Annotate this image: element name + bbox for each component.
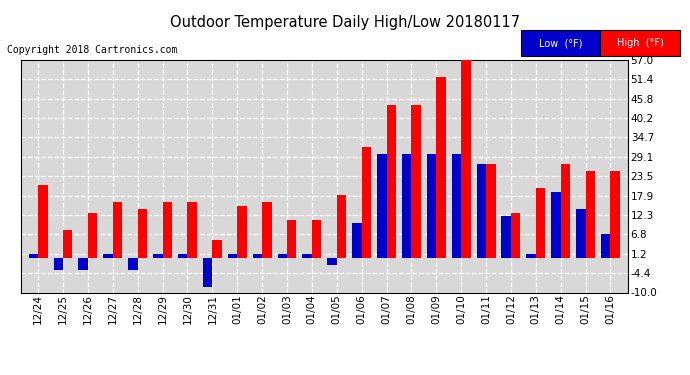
Bar bbox=[188, 202, 197, 258]
Bar bbox=[601, 234, 611, 258]
Bar bbox=[128, 258, 138, 270]
Bar bbox=[427, 154, 436, 258]
Bar bbox=[611, 171, 620, 258]
Bar bbox=[576, 209, 586, 258]
Bar bbox=[436, 77, 446, 258]
Bar bbox=[486, 164, 495, 258]
Bar bbox=[352, 223, 362, 258]
Bar bbox=[112, 202, 122, 258]
Text: High  (°F): High (°F) bbox=[617, 38, 663, 48]
Bar bbox=[54, 258, 63, 270]
Bar bbox=[153, 254, 163, 258]
Text: Outdoor Temperature Daily High/Low 20180117: Outdoor Temperature Daily High/Low 20180… bbox=[170, 15, 520, 30]
Bar bbox=[452, 154, 461, 258]
Bar bbox=[178, 254, 188, 258]
Bar bbox=[402, 154, 411, 258]
Bar bbox=[511, 213, 520, 258]
Bar bbox=[327, 258, 337, 265]
Bar bbox=[411, 105, 421, 258]
Bar bbox=[386, 105, 396, 258]
Bar bbox=[163, 202, 172, 258]
Bar bbox=[228, 254, 237, 258]
Bar bbox=[526, 254, 536, 258]
Text: Copyright 2018 Cartronics.com: Copyright 2018 Cartronics.com bbox=[7, 45, 177, 55]
Bar bbox=[262, 202, 272, 258]
Bar bbox=[461, 60, 471, 258]
Bar bbox=[79, 258, 88, 270]
Bar bbox=[38, 185, 48, 258]
Bar bbox=[551, 192, 561, 258]
Bar bbox=[277, 254, 287, 258]
Bar bbox=[377, 154, 386, 258]
Text: Low  (°F): Low (°F) bbox=[539, 38, 582, 48]
Bar bbox=[362, 147, 371, 258]
Bar bbox=[586, 171, 595, 258]
Bar bbox=[477, 164, 486, 258]
Bar bbox=[237, 206, 246, 258]
Bar bbox=[29, 254, 38, 258]
Bar bbox=[63, 230, 72, 258]
Bar bbox=[561, 164, 570, 258]
Bar bbox=[502, 216, 511, 258]
Bar bbox=[104, 254, 112, 258]
Bar bbox=[253, 254, 262, 258]
Bar bbox=[337, 195, 346, 258]
Bar bbox=[312, 220, 322, 258]
Bar bbox=[138, 209, 147, 258]
Bar bbox=[213, 240, 221, 258]
Bar bbox=[536, 188, 545, 258]
Bar bbox=[302, 254, 312, 258]
Bar bbox=[88, 213, 97, 258]
Bar bbox=[203, 258, 213, 287]
Bar bbox=[287, 220, 297, 258]
